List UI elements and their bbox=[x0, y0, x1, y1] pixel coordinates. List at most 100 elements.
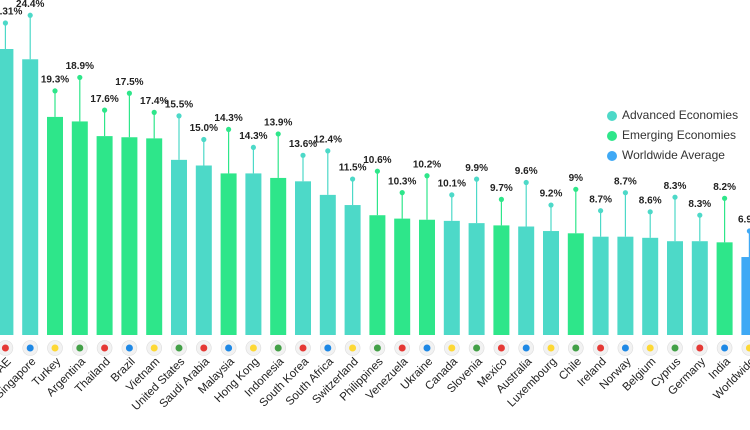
value-label: 8.3% bbox=[688, 199, 711, 210]
stem-dot bbox=[176, 113, 182, 119]
value-label: 12.4% bbox=[314, 135, 342, 146]
stem-dot bbox=[325, 148, 331, 154]
stem-dot bbox=[746, 228, 750, 234]
value-label: 24.4% bbox=[16, 0, 44, 10]
legend-swatch bbox=[607, 111, 617, 121]
flag-mark bbox=[76, 344, 84, 352]
legend-label: Advanced Economies bbox=[622, 108, 738, 122]
legend-label: Emerging Economies bbox=[622, 128, 736, 142]
stem-dot bbox=[399, 190, 405, 196]
flag-mark bbox=[26, 344, 34, 352]
stem-dot bbox=[151, 109, 157, 115]
bar bbox=[71, 121, 88, 336]
flag-mark bbox=[547, 344, 555, 352]
value-label: 11.5% bbox=[339, 163, 367, 174]
legend-swatch bbox=[607, 131, 617, 141]
flag-mark bbox=[101, 344, 109, 352]
stem-dot bbox=[77, 74, 83, 81]
flag-mark bbox=[200, 344, 208, 352]
stem-dot bbox=[598, 208, 604, 214]
bar bbox=[543, 231, 559, 335]
flag-mark bbox=[473, 344, 481, 352]
flag-mark bbox=[225, 344, 233, 352]
flag-mark bbox=[398, 344, 406, 352]
value-label: 9.7% bbox=[490, 183, 513, 194]
stem-dot bbox=[424, 173, 430, 179]
bar bbox=[245, 173, 262, 335]
value-label: 8.6% bbox=[639, 195, 662, 206]
flag-mark bbox=[1, 344, 9, 352]
bar bbox=[468, 223, 485, 335]
stem-dot bbox=[697, 212, 703, 218]
stem-dot bbox=[573, 186, 579, 192]
stem-dot bbox=[647, 209, 653, 215]
stem-dot bbox=[523, 179, 529, 186]
bar bbox=[443, 220, 460, 335]
flag-mark bbox=[274, 344, 282, 352]
flag-mark bbox=[572, 344, 580, 352]
bar bbox=[567, 233, 584, 335]
legend-label: Worldwide Average bbox=[622, 148, 725, 162]
bar bbox=[344, 205, 361, 335]
stem-dot bbox=[126, 90, 132, 96]
value-label: 15.0% bbox=[190, 123, 218, 134]
bar bbox=[295, 181, 311, 335]
bar bbox=[270, 177, 287, 335]
stem-dot bbox=[226, 126, 232, 133]
flag-mark bbox=[497, 344, 505, 352]
value-label: 14.3% bbox=[239, 131, 267, 142]
value-label: 8.7% bbox=[589, 194, 612, 205]
flag-mark bbox=[150, 344, 158, 352]
value-label: 18.9% bbox=[66, 61, 94, 72]
flag-mark bbox=[324, 344, 332, 352]
value-label: 9% bbox=[569, 173, 584, 184]
stem-dot bbox=[374, 168, 380, 174]
flag-mark bbox=[696, 344, 704, 352]
flag-mark bbox=[671, 344, 679, 352]
value-label: 25.31% bbox=[0, 7, 22, 18]
value-label: 9.2% bbox=[540, 189, 563, 200]
bar bbox=[493, 225, 510, 335]
value-label: 8.3% bbox=[664, 181, 687, 192]
stem-dot bbox=[300, 152, 306, 158]
stem-dot bbox=[548, 202, 554, 208]
bar bbox=[617, 236, 634, 335]
stem-dot bbox=[250, 144, 256, 151]
stem-dot bbox=[201, 136, 207, 143]
value-label: 17.5% bbox=[115, 77, 143, 88]
stem-dot bbox=[622, 190, 629, 196]
value-label: 10.3% bbox=[388, 176, 416, 187]
flag-mark bbox=[745, 344, 750, 352]
value-label: 10.6% bbox=[363, 155, 391, 166]
stem-dot bbox=[498, 196, 504, 202]
bar bbox=[121, 137, 138, 335]
stem-dot bbox=[275, 131, 281, 137]
stem-dot bbox=[350, 176, 356, 182]
bar bbox=[146, 138, 163, 335]
bar bbox=[22, 59, 39, 335]
value-label: 10.2% bbox=[413, 159, 441, 170]
value-label: 8.2% bbox=[713, 182, 736, 193]
flag-mark bbox=[597, 344, 605, 352]
bar bbox=[741, 257, 750, 335]
flag-mark bbox=[249, 344, 257, 352]
value-label: 8.7% bbox=[614, 176, 637, 187]
flag-mark bbox=[646, 344, 654, 352]
bar bbox=[369, 215, 386, 335]
bar bbox=[394, 218, 411, 335]
bar bbox=[0, 48, 14, 335]
value-label: 9.6% bbox=[515, 166, 538, 177]
bar bbox=[47, 116, 63, 335]
value-label: 13.6% bbox=[289, 139, 317, 150]
flag-mark bbox=[522, 344, 530, 352]
value-label: 17.4% bbox=[140, 96, 168, 107]
flag-mark bbox=[448, 344, 456, 352]
bar bbox=[691, 241, 708, 335]
stem-dot bbox=[672, 194, 678, 200]
bar bbox=[642, 237, 659, 335]
value-label: 17.6% bbox=[90, 94, 118, 105]
bar bbox=[518, 226, 535, 335]
legend-swatch bbox=[607, 151, 617, 161]
flag-mark bbox=[349, 344, 357, 352]
